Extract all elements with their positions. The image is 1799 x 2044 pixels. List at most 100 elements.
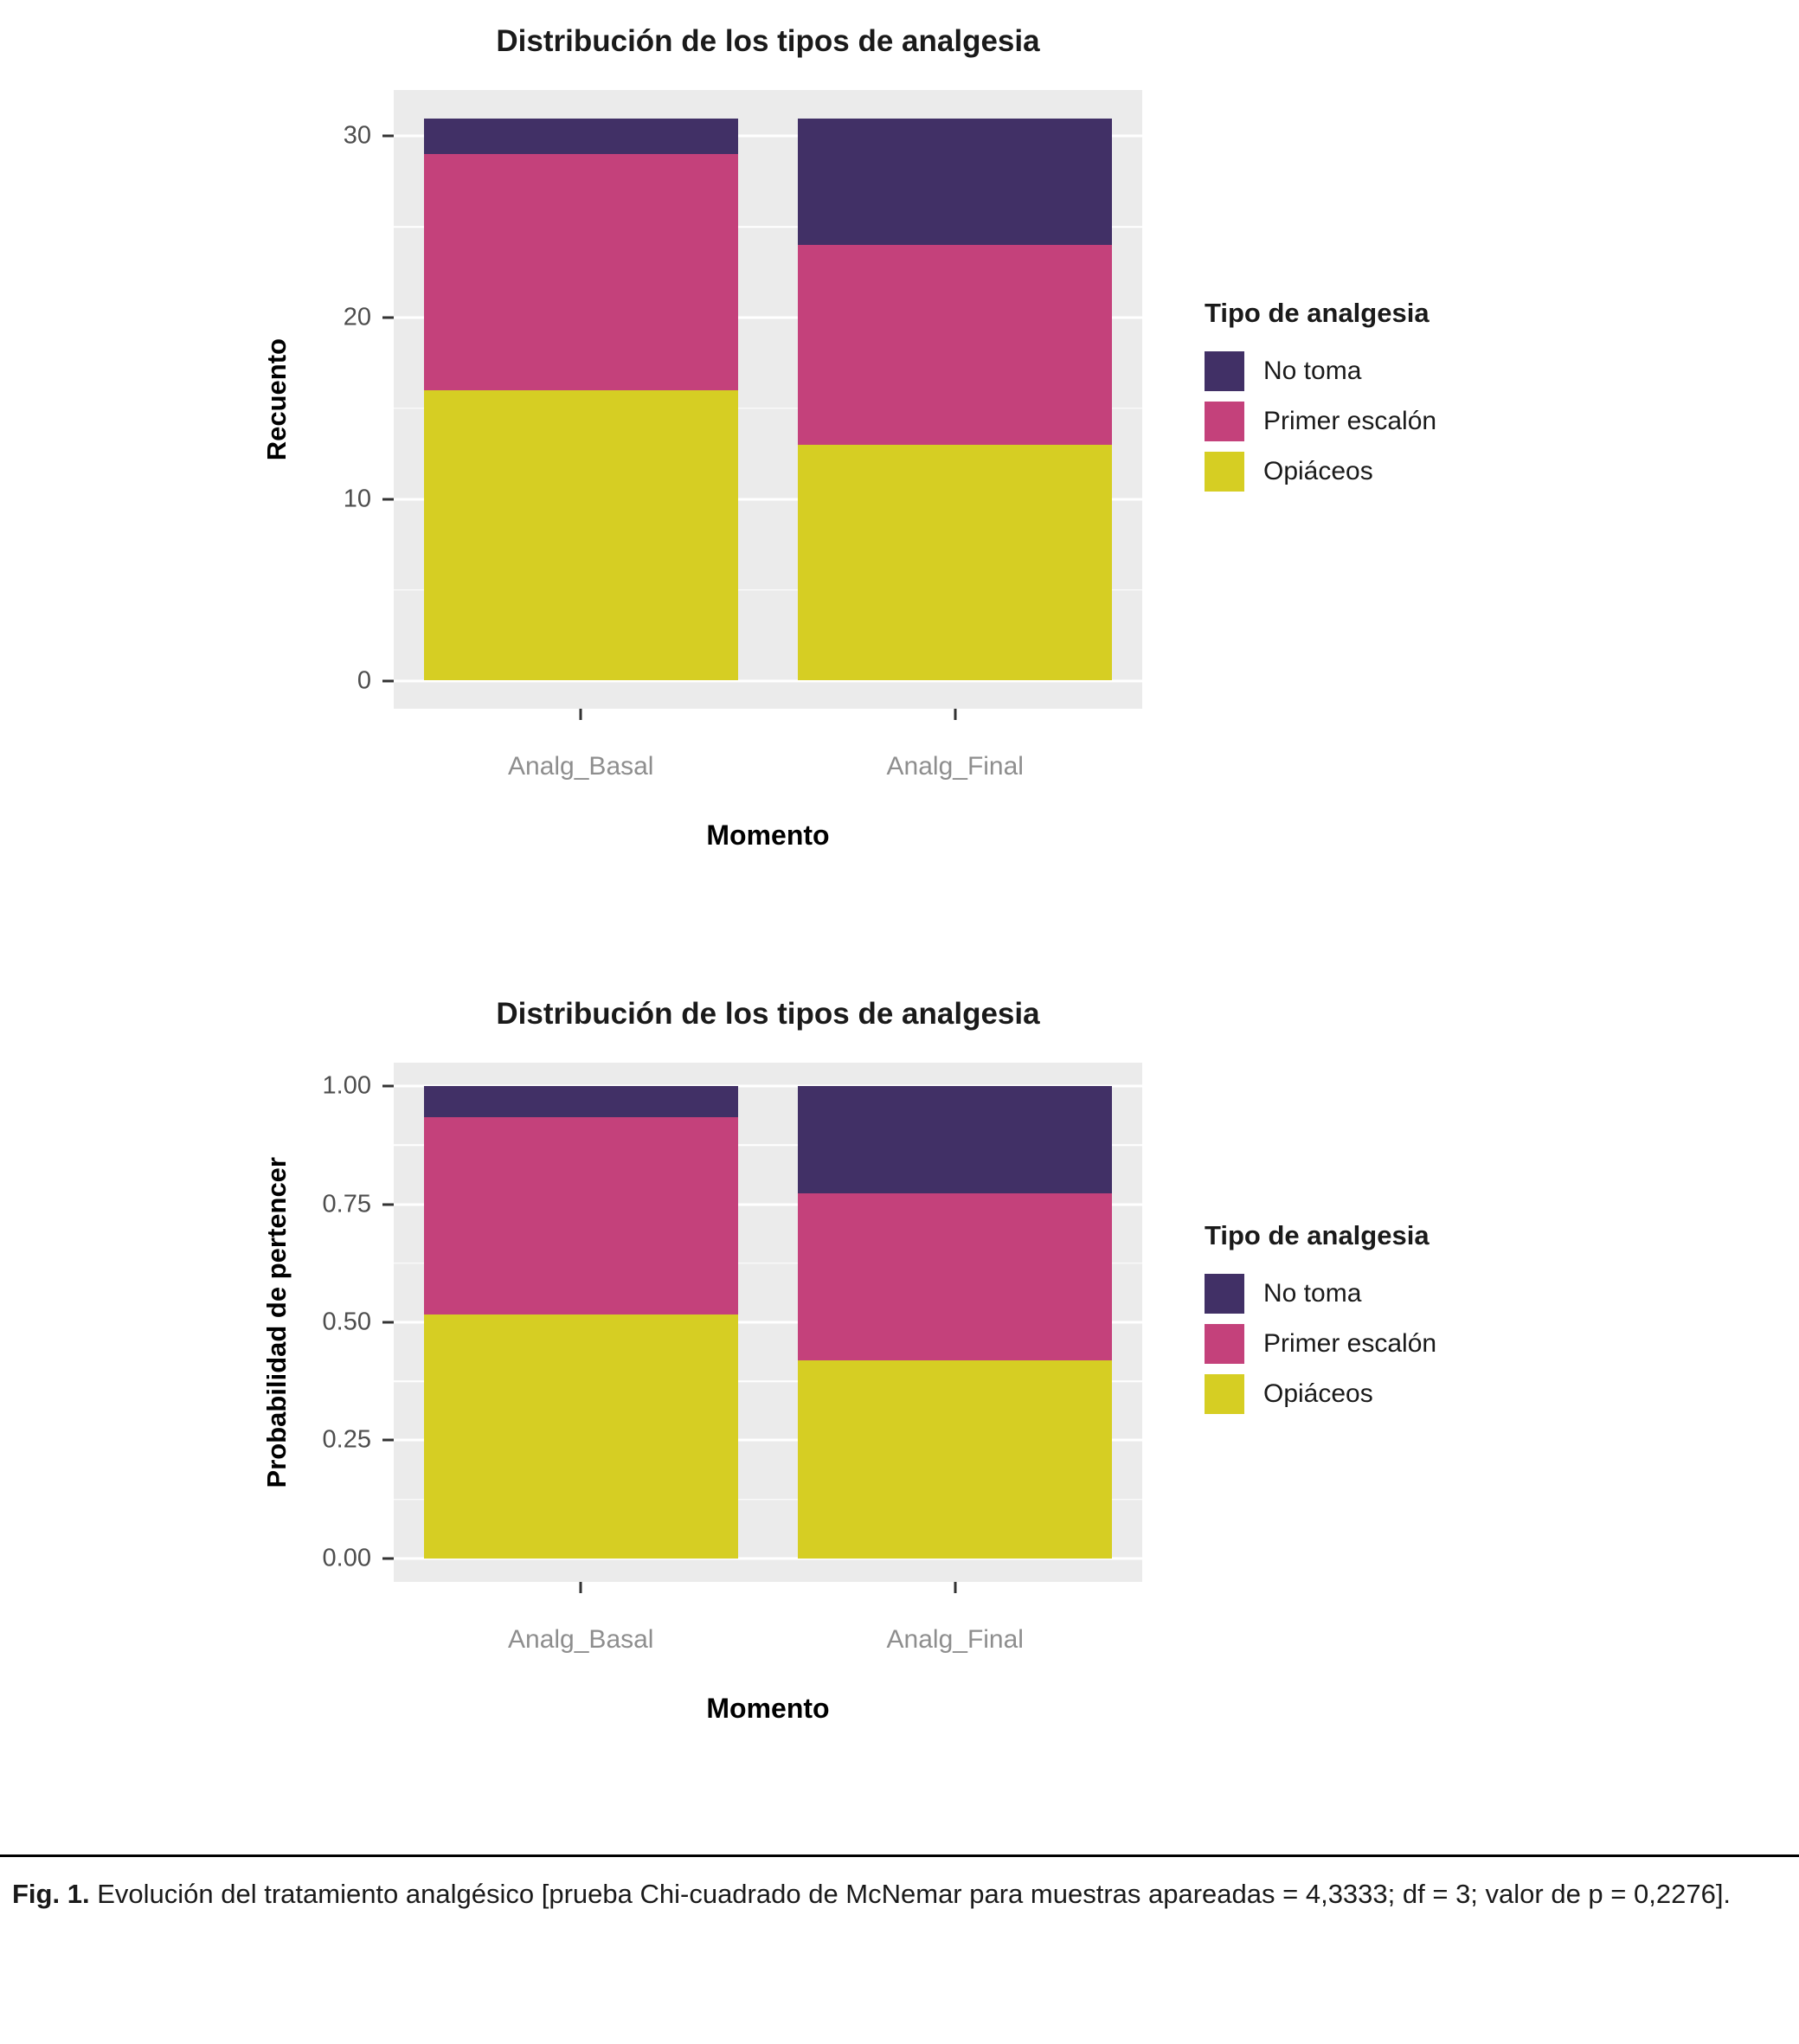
y-tick-label: 0.25 xyxy=(322,1425,371,1454)
legend-items: No toma Primer escalón Opiáceos xyxy=(1205,1274,1436,1414)
plot-column: Analg_Basal Analg_Final Momento xyxy=(394,90,1142,852)
plot-column: Analg_Basal Analg_Final Momento xyxy=(394,1063,1142,1725)
y-axis-title: Probabilidad de pertencer xyxy=(261,1156,292,1488)
x-tick-label: Analg_Final xyxy=(886,752,1024,781)
x-axis-title: Momento xyxy=(706,1693,830,1724)
major-gridline xyxy=(394,498,1142,501)
legend-swatch-primer-escalón xyxy=(1205,1324,1244,1364)
major-gridline xyxy=(394,1438,1142,1442)
x-tick-mark xyxy=(579,1582,582,1593)
y-tick-label: 30 xyxy=(343,121,371,150)
legend-swatch-no-toma xyxy=(1205,350,1244,391)
major-gridline xyxy=(394,316,1142,319)
bar-segment-primer-escalón xyxy=(423,154,738,390)
minor-gridline xyxy=(394,1263,1142,1264)
chart-title: Distribución de los tipos de analgesia xyxy=(496,24,1040,58)
minor-gridline xyxy=(394,1498,1142,1501)
major-gridline xyxy=(394,1203,1142,1206)
legend-item: Primer escalón xyxy=(1205,401,1437,441)
x-axis-title: Momento xyxy=(706,820,830,851)
x-tick-mark xyxy=(954,1582,957,1593)
plot-panel xyxy=(394,1063,1142,1582)
y-axis: 0.00 0.25 0.50 0.75 1.00 xyxy=(312,1063,394,1582)
x-axis: Analg_Basal Analg_Final xyxy=(394,1582,1142,1684)
legend-item: No toma xyxy=(1205,1274,1436,1314)
y-tick-mark xyxy=(382,498,394,501)
minor-gridline xyxy=(394,1144,1142,1147)
x-tick-label: Analg_Basal xyxy=(508,1625,654,1654)
legend-item: No toma xyxy=(1205,350,1436,391)
plot-panel xyxy=(394,90,1142,709)
minor-gridline xyxy=(394,1380,1142,1382)
y-tick-mark xyxy=(382,1557,394,1560)
bar-segment-no-toma xyxy=(798,118,1113,246)
legend-column: Tipo de analgesia No toma Primer escalón O… xyxy=(1142,90,1436,709)
bar-segment-no-toma xyxy=(423,118,738,155)
legend-swatch-opiáceos xyxy=(1205,1374,1244,1414)
legend-label: No toma xyxy=(1263,1279,1362,1308)
major-gridline xyxy=(394,679,1142,682)
legend-item: Opiáceos xyxy=(1205,1374,1436,1414)
bar-segment-primer-escalón xyxy=(798,245,1113,445)
legend-label: Primer escalón xyxy=(1263,406,1437,435)
legend-label: Opiáceos xyxy=(1263,1379,1373,1408)
legend-label: Opiáceos xyxy=(1263,456,1373,485)
y-axis-title: Recuento xyxy=(261,337,292,461)
chart-title: Distribución de los tipos de analgesia xyxy=(496,997,1040,1031)
bar-segment-opiáceos xyxy=(798,1360,1113,1559)
major-gridline xyxy=(394,134,1142,138)
legend-column: Tipo de analgesia No toma Primer escalón O… xyxy=(1142,1063,1436,1582)
major-gridline xyxy=(394,1321,1142,1324)
legend: Tipo de analgesia No toma Primer escalón O… xyxy=(1205,1220,1436,1424)
y-tick-label: 10 xyxy=(343,485,371,513)
y-tick-mark xyxy=(382,679,394,682)
y-axis-title-column: Recuento xyxy=(242,90,312,709)
x-tick-mark xyxy=(954,709,957,720)
legend-swatch-primer-escalón xyxy=(1205,401,1244,441)
y-tick-label: 0 xyxy=(357,666,371,694)
x-tick-label: Analg_Basal xyxy=(508,752,654,781)
y-tick-mark xyxy=(382,1203,394,1206)
legend-label: No toma xyxy=(1263,356,1362,385)
y-axis: 0 10 20 30 xyxy=(312,90,394,709)
y-axis-title-column: Probabilidad de pertencer xyxy=(242,1063,312,1582)
major-gridline xyxy=(394,1557,1142,1560)
y-tick-mark xyxy=(382,1321,394,1324)
bar-segment-no-toma xyxy=(423,1086,738,1117)
y-tick-mark xyxy=(382,1084,394,1088)
chart-body: Probabilidad de pertencer 0.00 0.25 0.50 0.… xyxy=(242,1063,1799,1725)
y-tick-label: 20 xyxy=(343,303,371,331)
minor-gridline xyxy=(394,226,1142,228)
y-tick-label: 0.00 xyxy=(322,1544,371,1572)
x-tick-label: Analg_Final xyxy=(886,1625,1024,1654)
bar-segment-opiáceos xyxy=(423,1314,738,1559)
y-tick-mark xyxy=(382,134,394,138)
legend-label: Primer escalón xyxy=(1263,1329,1437,1358)
figure-caption-text: Evolución del tratamiento analgésico [pr… xyxy=(97,1879,1732,1909)
x-axis: Analg_Basal Analg_Final xyxy=(394,709,1142,811)
minor-gridline xyxy=(394,408,1142,409)
y-tick-label: 0.50 xyxy=(322,1308,371,1336)
y-tick-mark xyxy=(382,316,394,319)
legend-item: Opiáceos xyxy=(1205,451,1436,492)
bar-segment-primer-escalón xyxy=(798,1192,1113,1361)
bar-segment-no-toma xyxy=(798,1086,1113,1193)
figure-caption-label: Fig. 1. xyxy=(12,1879,90,1909)
legend-item: Primer escalón xyxy=(1205,1324,1436,1364)
legend-swatch-opiáceos xyxy=(1205,451,1244,492)
bar-segment-primer-escalón xyxy=(423,1116,738,1315)
legend-swatch-no-toma xyxy=(1205,1274,1244,1314)
chart-probabilidad: Distribución de los tipos de analgesia P… xyxy=(0,997,1799,1725)
chart-recuento: Distribución de los tipos de analgesia R… xyxy=(0,24,1799,852)
major-gridline xyxy=(394,1084,1142,1088)
figure-caption: Fig. 1. Evolución del tratamiento analgé… xyxy=(0,1854,1799,1915)
legend-title: Tipo de analgesia xyxy=(1205,1220,1430,1250)
legend-items: No toma Primer escalón Opiáceos xyxy=(1205,350,1437,492)
y-tick-label: 1.00 xyxy=(322,1071,371,1100)
y-tick-mark xyxy=(382,1438,394,1442)
bar-segment-opiáceos xyxy=(423,390,738,681)
minor-gridline xyxy=(394,588,1142,591)
legend: Tipo de analgesia No toma Primer escalón O… xyxy=(1205,298,1436,502)
legend-title: Tipo de analgesia xyxy=(1205,297,1430,328)
bar-segment-opiáceos xyxy=(798,444,1113,681)
